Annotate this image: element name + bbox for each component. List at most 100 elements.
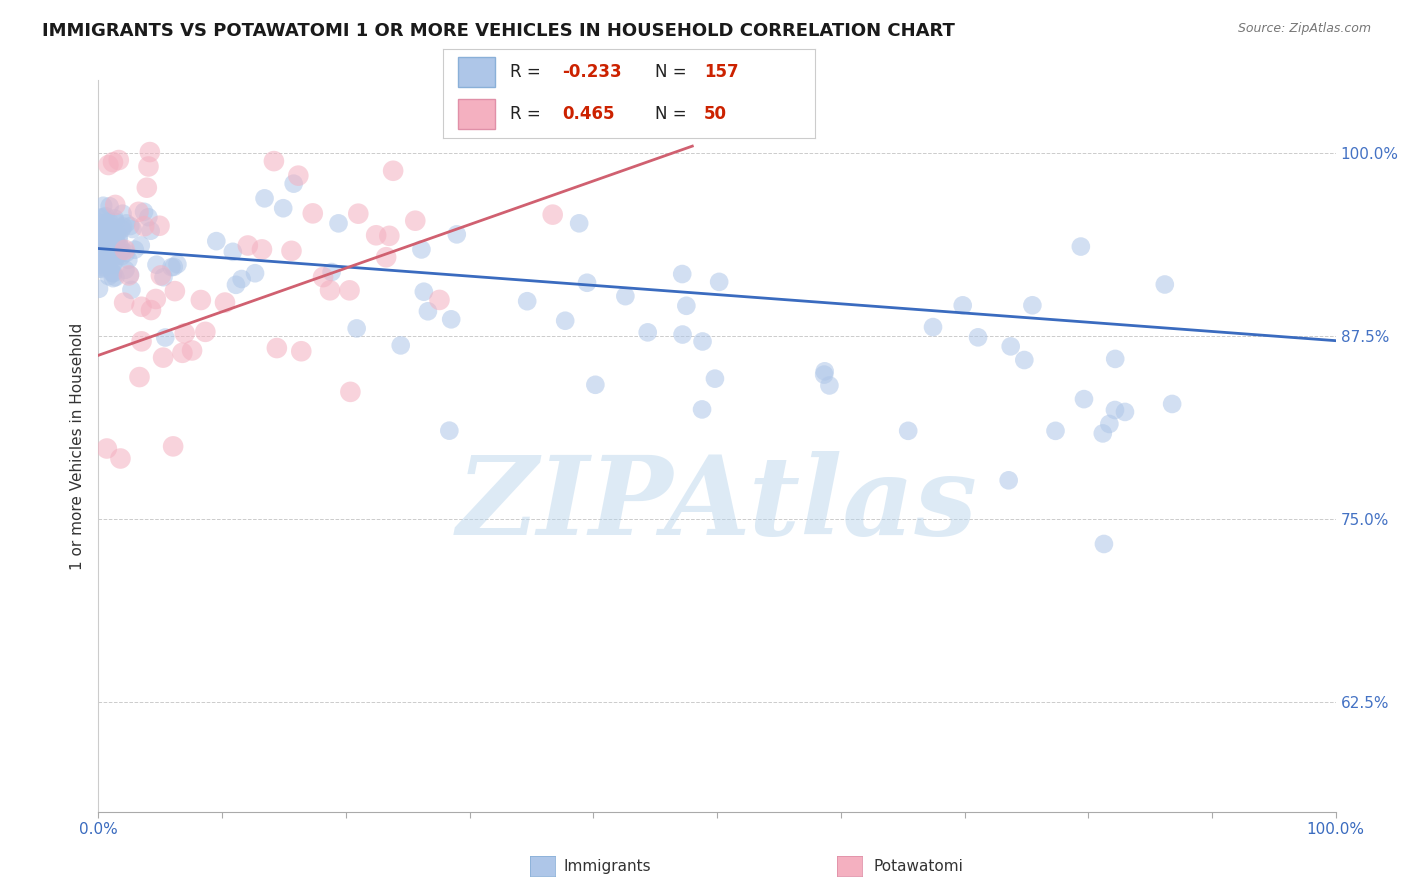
- Point: [138, 210, 160, 224]
- Point: [104, 250, 127, 264]
- Text: 0.465: 0.465: [562, 105, 614, 123]
- Point: [703, 371, 725, 385]
- Point: [89, 227, 111, 241]
- Point: [107, 229, 129, 244]
- Point: [101, 258, 124, 272]
- Point: [124, 243, 146, 257]
- Point: [172, 346, 194, 360]
- Point: [1153, 277, 1175, 292]
- Y-axis label: 1 or more Vehicles in Household: 1 or more Vehicles in Household: [70, 322, 86, 570]
- Point: [121, 222, 143, 236]
- Point: [366, 228, 388, 243]
- Point: [347, 207, 370, 221]
- Point: [1070, 239, 1092, 253]
- Point: [173, 326, 195, 341]
- Point: [98, 231, 121, 245]
- Point: [120, 268, 142, 282]
- Point: [91, 227, 114, 241]
- Point: [91, 239, 114, 253]
- Point: [132, 204, 155, 219]
- FancyBboxPatch shape: [458, 57, 495, 87]
- Point: [411, 243, 433, 257]
- Point: [554, 314, 576, 328]
- Point: [1092, 537, 1115, 551]
- Point: [429, 293, 451, 307]
- Point: [162, 439, 184, 453]
- Point: [131, 334, 153, 349]
- Point: [105, 227, 128, 242]
- Point: [104, 211, 127, 226]
- Point: [155, 330, 177, 344]
- Point: [94, 209, 117, 223]
- Point: [114, 243, 136, 257]
- Point: [112, 295, 135, 310]
- Point: [149, 268, 172, 283]
- Point: [96, 442, 118, 456]
- Point: [97, 245, 120, 260]
- Point: [93, 225, 115, 239]
- Point: [107, 153, 129, 167]
- Point: [94, 244, 117, 258]
- Point: [160, 260, 183, 274]
- Point: [87, 282, 110, 296]
- Point: [105, 235, 128, 249]
- Point: [89, 211, 111, 225]
- FancyBboxPatch shape: [458, 99, 495, 129]
- Point: [93, 232, 115, 246]
- Point: [111, 222, 134, 236]
- Point: [576, 276, 599, 290]
- Point: [134, 219, 156, 234]
- Point: [614, 289, 637, 303]
- Point: [319, 283, 342, 297]
- Text: N =: N =: [655, 63, 692, 81]
- Point: [103, 266, 125, 280]
- Text: 50: 50: [704, 105, 727, 123]
- Point: [115, 245, 138, 260]
- Point: [814, 364, 837, 378]
- Point: [98, 199, 121, 213]
- Point: [152, 270, 174, 285]
- Point: [128, 204, 150, 219]
- Point: [101, 248, 124, 262]
- Point: [1045, 424, 1067, 438]
- Point: [110, 241, 132, 255]
- Point: [90, 238, 112, 252]
- Point: [287, 169, 309, 183]
- Point: [266, 341, 288, 355]
- Point: [129, 238, 152, 252]
- Text: IMMIGRANTS VS POTAWATOMI 1 OR MORE VEHICLES IN HOUSEHOLD CORRELATION CHART: IMMIGRANTS VS POTAWATOMI 1 OR MORE VEHIC…: [42, 22, 955, 40]
- Point: [967, 330, 990, 344]
- Point: [87, 216, 110, 230]
- Point: [108, 240, 131, 254]
- Point: [105, 241, 128, 255]
- Point: [104, 215, 127, 229]
- Point: [110, 245, 132, 260]
- Point: [93, 246, 115, 260]
- Text: 157: 157: [704, 63, 738, 81]
- Point: [104, 254, 127, 268]
- Point: [96, 252, 118, 266]
- Point: [181, 343, 204, 358]
- Point: [110, 244, 132, 259]
- Point: [90, 231, 112, 245]
- Point: [135, 180, 157, 194]
- Point: [128, 370, 150, 384]
- Point: [263, 154, 285, 169]
- Point: [1104, 351, 1126, 366]
- Point: [93, 221, 115, 235]
- Point: [108, 247, 131, 261]
- Point: [922, 320, 945, 334]
- Point: [93, 219, 115, 234]
- Point: [90, 261, 112, 276]
- Point: [290, 344, 312, 359]
- Point: [104, 226, 127, 240]
- Point: [101, 219, 124, 234]
- Text: Potawatomi: Potawatomi: [873, 859, 963, 873]
- Text: R =: R =: [510, 63, 546, 81]
- Text: R =: R =: [510, 105, 546, 123]
- Point: [375, 250, 398, 264]
- Point: [236, 238, 259, 252]
- Point: [148, 219, 170, 233]
- Point: [114, 262, 136, 277]
- Point: [231, 272, 253, 286]
